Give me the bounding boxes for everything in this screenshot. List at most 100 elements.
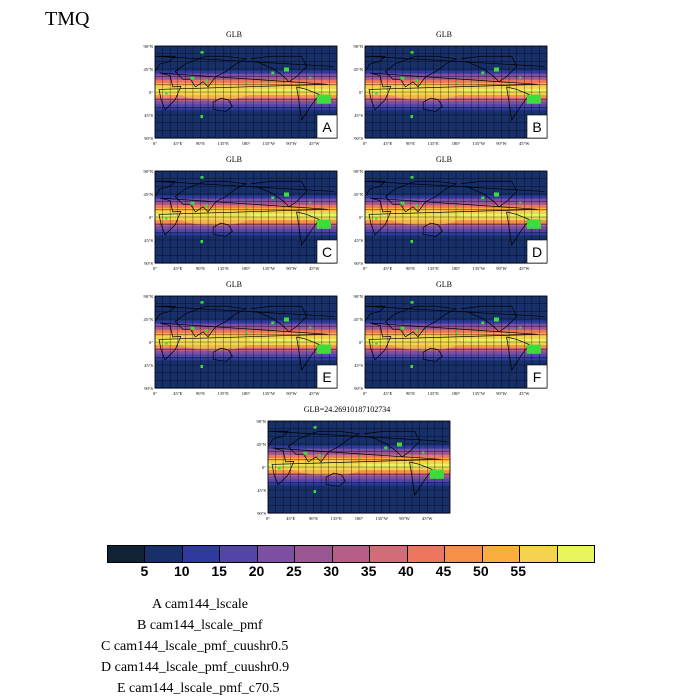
coastline <box>251 180 308 208</box>
green-region <box>526 219 541 229</box>
lon-tick-label: 180° <box>242 266 251 271</box>
lat-tick-label: 90°S <box>354 136 363 141</box>
lat-tick-label: 45°S <box>354 113 363 118</box>
coastline <box>212 222 233 237</box>
coastline <box>212 347 233 362</box>
map-frame <box>364 45 548 139</box>
green-region <box>519 76 522 79</box>
colorbar-swatch <box>482 546 521 562</box>
green-region <box>283 67 289 72</box>
green-region <box>410 176 414 179</box>
green-region <box>375 342 378 345</box>
legend-entry: B cam144_lscale_pmf <box>137 618 263 633</box>
coastline <box>174 180 248 213</box>
lon-tick-label: 45°E <box>383 266 392 271</box>
lon-tick-label: 45°E <box>383 141 392 146</box>
lon-tick-label: 180° <box>452 141 461 146</box>
lon-tick-label: 90°W <box>496 141 507 146</box>
green-region <box>303 451 308 455</box>
lon-tick-label: 180° <box>355 516 364 521</box>
green-region <box>375 92 378 95</box>
map-panel-a: GLB 90°N 45°N 0° 45°S 90°S 0° 45°E 90°E 135°E 180°… <box>139 30 338 148</box>
colorbar-swatch <box>370 546 408 562</box>
coastline <box>422 97 443 112</box>
map-plot: 90°N45°N0°45°S90°S0° 45°E 90°E 135°E 180° 135… <box>143 169 338 271</box>
lat-tick-label: 90°N <box>353 169 363 174</box>
colorbar-tick-label: 45 <box>435 563 452 579</box>
lat-tick-label: 45°N <box>143 67 153 72</box>
coastline <box>368 197 539 236</box>
lat-tick-label: 90°S <box>144 261 153 266</box>
lon-tick-label: 135°E <box>218 391 230 396</box>
lon-tick-label: 135°W <box>472 266 486 271</box>
lat-tick-label: 45°N <box>353 192 363 197</box>
green-region <box>309 326 312 329</box>
panel-letter: C <box>322 244 332 260</box>
map-frame <box>267 420 451 514</box>
green-region <box>271 321 275 325</box>
coastline <box>251 55 308 83</box>
coastline <box>251 305 308 333</box>
colorbar-labels: 5 10 15 20 25 30 35 40 45 50 55 <box>107 563 593 581</box>
green-region <box>165 92 168 95</box>
panel-letter-box <box>526 364 548 389</box>
coastline <box>506 211 530 247</box>
legend-entry: D cam144_lscale_pmf_cuushr0.9 <box>101 660 290 675</box>
lon-tick-label: 45°W <box>519 141 530 146</box>
green-region <box>410 301 414 304</box>
panel-title: GLB <box>226 30 242 39</box>
panel-letter: F <box>533 369 542 385</box>
green-region <box>526 94 541 104</box>
coastline <box>296 211 320 247</box>
green-region <box>456 331 459 334</box>
colorbar <box>107 545 595 563</box>
coastline <box>506 86 530 122</box>
lat-tick-label: 0° <box>359 215 363 220</box>
lon-tick-label: 90°W <box>496 266 507 271</box>
map-plot: 90°N45°N0°45°S90°S0° 45°E 90°E 135°E 180° 135… <box>353 44 548 146</box>
green-region <box>493 67 499 72</box>
legend-entry: A cam144_lscale <box>152 597 249 612</box>
panel-title: GLB=24.26910187102734 <box>303 405 391 414</box>
green-region <box>481 196 485 200</box>
green-region <box>190 76 195 80</box>
coastline <box>422 222 443 237</box>
lon-tick-label: 45°E <box>173 141 182 146</box>
coastline <box>174 55 248 88</box>
lat-tick-label: 0° <box>149 90 153 95</box>
lon-tick-label: 0° <box>266 516 270 521</box>
coastline <box>364 180 545 197</box>
colorbar-swatch <box>108 546 146 562</box>
green-region <box>200 365 204 369</box>
lon-tick-label: 135°E <box>428 141 440 146</box>
lat-tick-label: 45°S <box>354 238 363 243</box>
lon-tick-label: 90°E <box>196 266 205 271</box>
figure-title: TMQ <box>45 8 90 30</box>
coastline <box>287 430 361 463</box>
panel-letter: E <box>322 369 331 385</box>
coastline <box>368 322 539 361</box>
green-region <box>246 81 249 84</box>
colorbar-tick-label: 55 <box>510 563 527 579</box>
lat-tick-label: 45°N <box>143 192 153 197</box>
colorbar-swatch <box>557 546 595 562</box>
coastline <box>384 180 458 213</box>
map-plot: 90°N45°N0°45°S90°S0° 45°E 90°E 135°E 180° 135… <box>143 294 338 396</box>
lat-tick-label: 0° <box>149 215 153 220</box>
green-region <box>400 76 405 80</box>
green-region <box>456 206 459 209</box>
colorbar-tick-label: 25 <box>286 563 302 579</box>
coastline <box>461 55 518 83</box>
panel-letter: A <box>322 119 332 135</box>
green-region <box>200 115 204 119</box>
green-region <box>481 71 485 75</box>
green-region <box>165 217 168 220</box>
green-region <box>526 344 541 354</box>
green-region <box>396 442 402 447</box>
coastline <box>267 430 448 447</box>
colorbar-swatch <box>407 546 446 562</box>
coastline <box>461 180 518 208</box>
coastline <box>384 55 458 88</box>
lon-tick-label: 135°W <box>262 391 276 396</box>
colorbar-tick-label: 50 <box>473 563 489 579</box>
